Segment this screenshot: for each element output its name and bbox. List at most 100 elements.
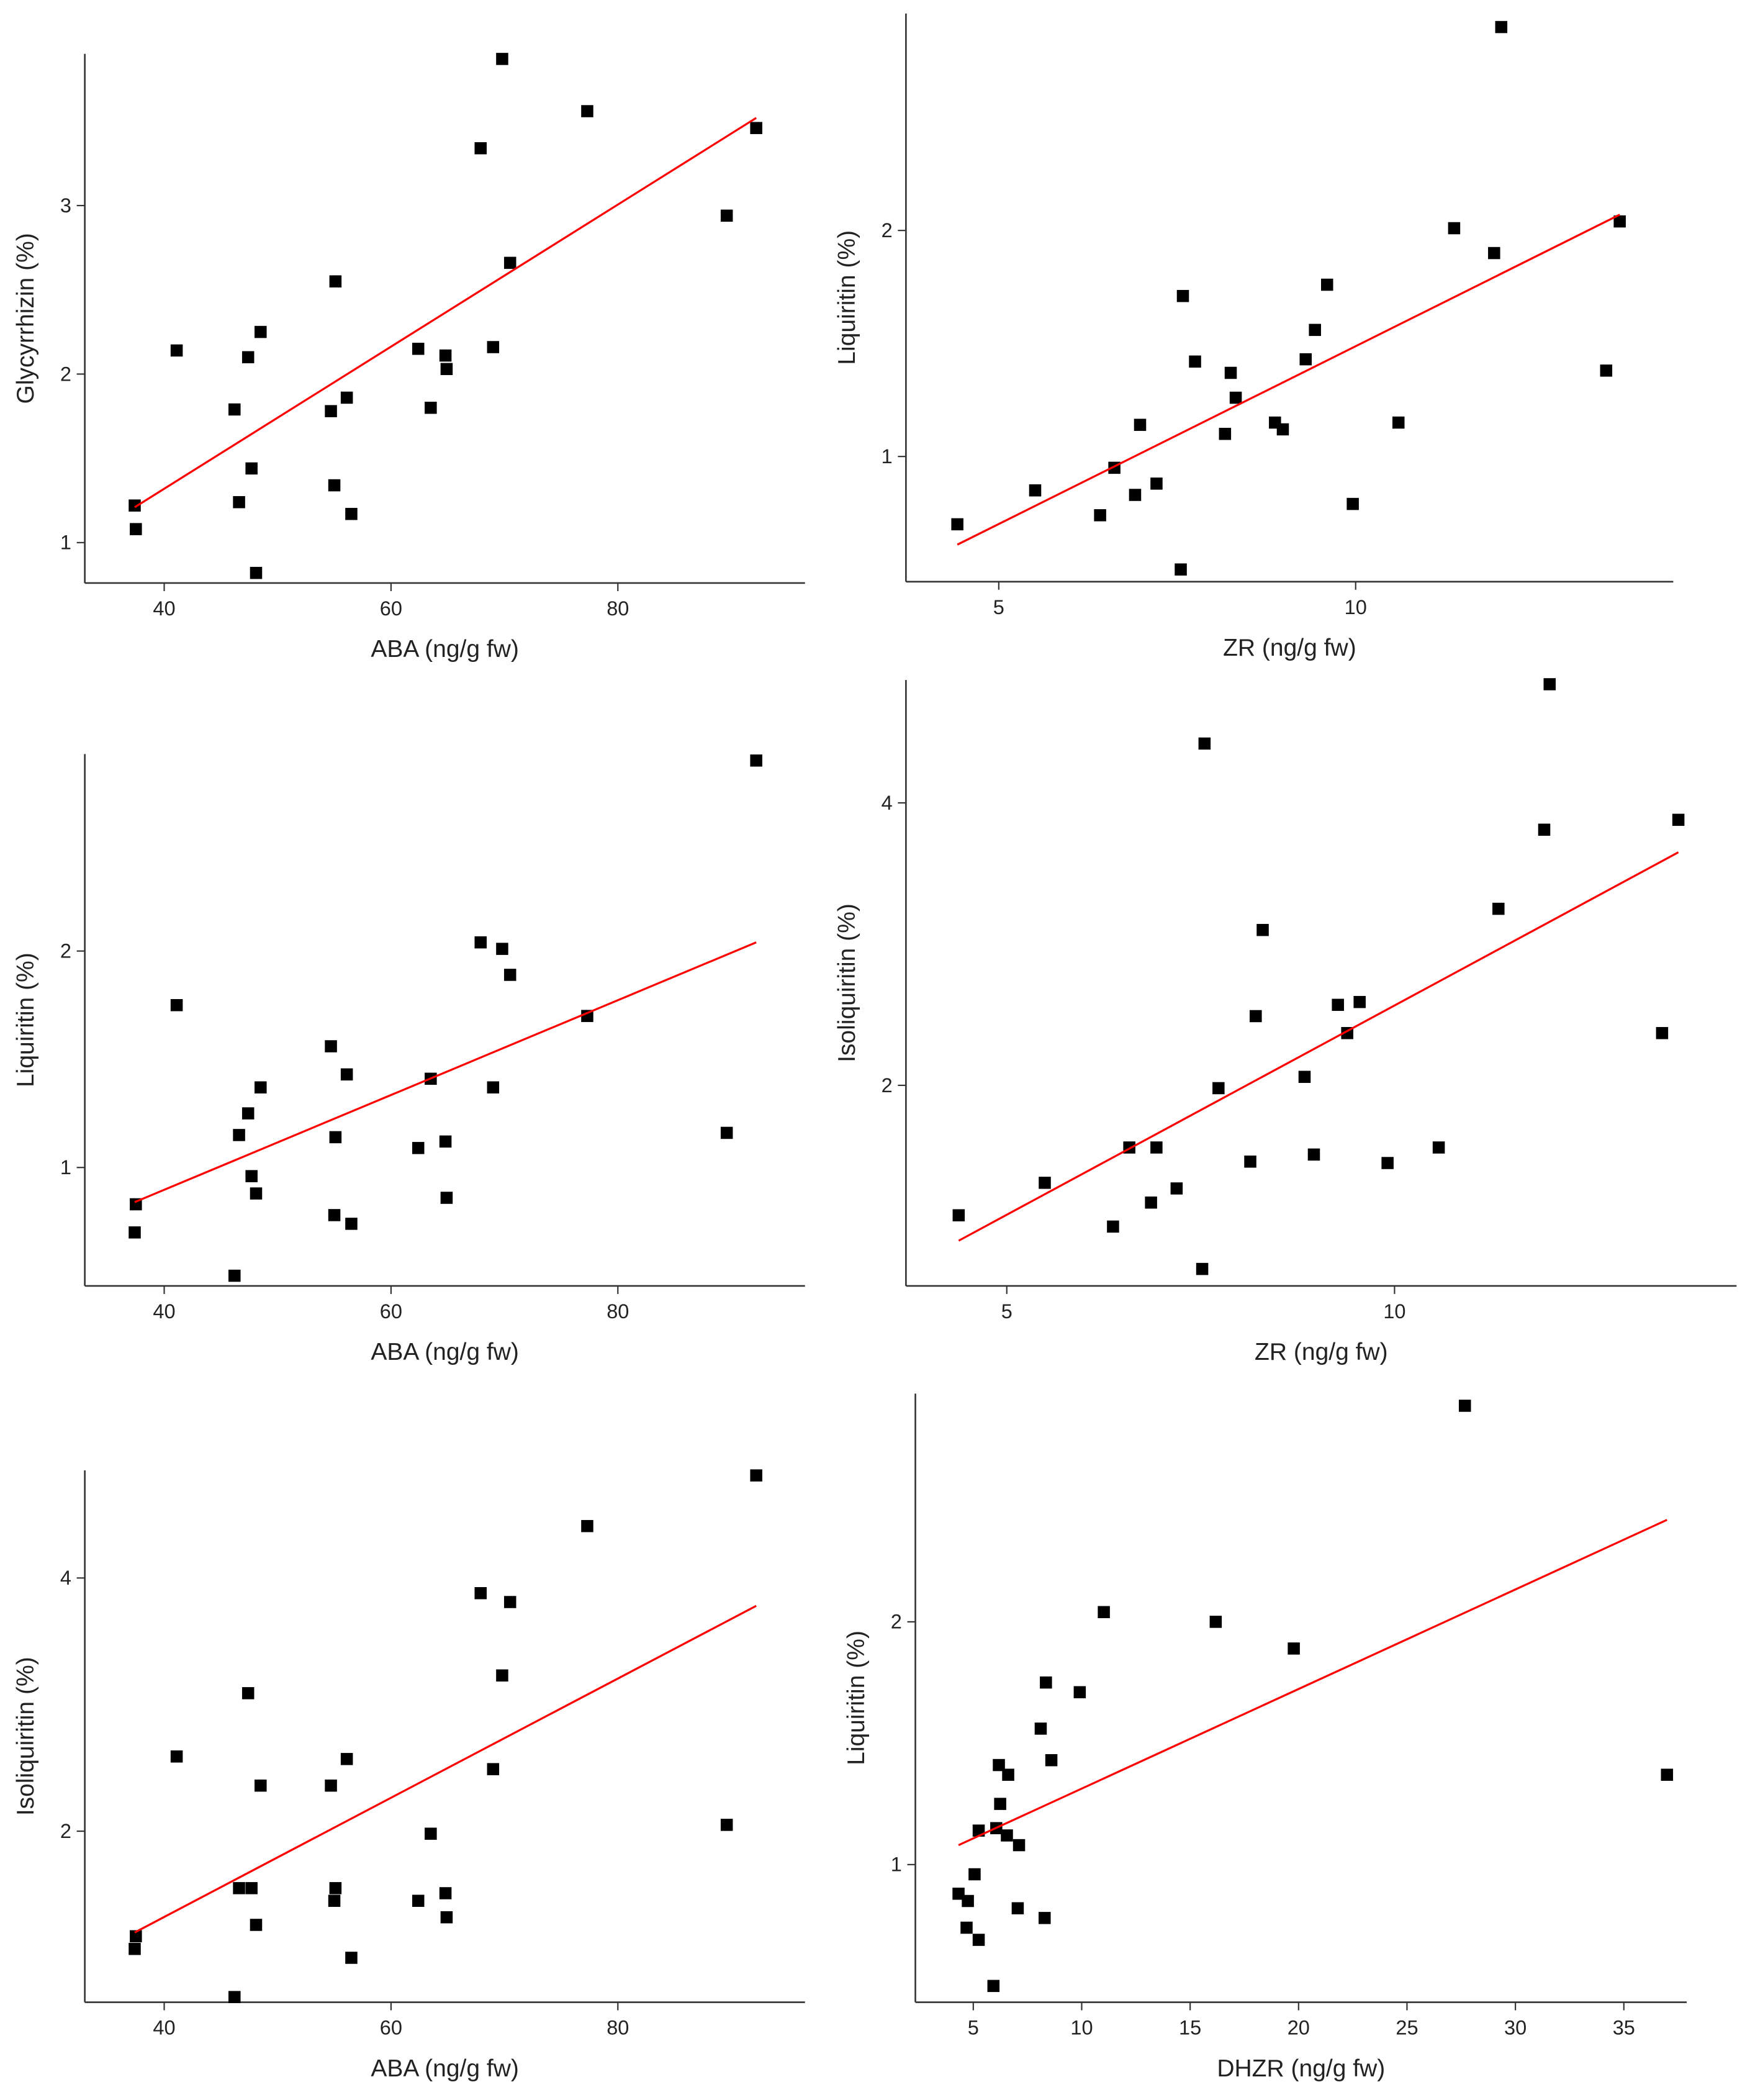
data-point [581, 105, 593, 117]
data-point [1045, 1754, 1058, 1767]
data-point [1309, 324, 1321, 337]
x-tick-label: 40 [153, 1300, 175, 1323]
data-point [129, 1942, 141, 1955]
y-tick-label: 1 [60, 532, 71, 554]
data-point [255, 1779, 267, 1792]
x-axis-label: ABA (ng/g fw) [371, 1339, 519, 1365]
data-point [245, 1882, 258, 1894]
data-point [250, 1187, 263, 1200]
data-point [1392, 416, 1405, 429]
data-point [233, 1882, 245, 1894]
data-point [425, 401, 437, 414]
data-point [1672, 813, 1685, 826]
data-point [993, 1758, 1005, 1772]
x-tick-label: 10 [1070, 2017, 1093, 2039]
data-point [328, 479, 341, 492]
x-tick-label: 15 [1179, 2017, 1201, 2039]
data-point [1250, 1010, 1262, 1023]
data-point [439, 1135, 452, 1148]
data-point [1107, 1220, 1119, 1233]
data-point [255, 1081, 267, 1093]
data-point [228, 1991, 241, 2003]
data-point [1219, 427, 1232, 440]
x-axis-label: ABA (ng/g fw) [371, 636, 519, 663]
data-point [1224, 366, 1237, 379]
x-tick-label: 5 [968, 2017, 979, 2039]
data-point [440, 1192, 453, 1204]
y-tick-label: 4 [60, 1567, 71, 1589]
data-point [994, 1798, 1006, 1810]
data-point [1492, 902, 1505, 915]
x-tick-label: 80 [607, 1300, 629, 1323]
data-point [440, 363, 453, 376]
trend-line [958, 851, 1679, 1242]
data-point [325, 405, 337, 417]
data-point [245, 462, 258, 475]
data-point [1488, 247, 1500, 260]
data-point [503, 969, 516, 981]
data-point [960, 1921, 973, 1934]
data-point [329, 1131, 342, 1144]
data-point [1039, 1177, 1051, 1189]
data-point [1299, 353, 1312, 366]
trend-line [957, 214, 1620, 546]
data-point [1189, 355, 1201, 368]
data-point [1346, 497, 1359, 510]
data-point [245, 1170, 258, 1182]
data-point [233, 1129, 245, 1141]
data-point [720, 1126, 733, 1139]
data-point [1040, 1676, 1052, 1689]
data-point [328, 1209, 341, 1221]
y-tick-label: 2 [60, 939, 71, 962]
data-point [130, 523, 142, 535]
x-axis-label: ZR (ng/g fw) [1223, 635, 1356, 661]
data-point [1307, 1148, 1320, 1161]
data-point [228, 403, 241, 416]
data-point [1150, 477, 1163, 490]
data-point [1298, 1070, 1311, 1084]
data-point [345, 1218, 358, 1230]
data-point [255, 325, 267, 338]
data-point [474, 142, 487, 155]
data-point [340, 1753, 353, 1765]
y-tick-label: 2 [60, 1820, 71, 1842]
trend-line [958, 1519, 1667, 1847]
x-axis-label: DHZR (ng/g fw) [1217, 2055, 1385, 2082]
x-tick-label: 40 [153, 2017, 175, 2039]
data-point [1002, 1768, 1014, 1781]
data-point [750, 1469, 762, 1482]
x-tick-label: 80 [607, 2017, 629, 2039]
data-point [1170, 1182, 1183, 1195]
data-point [1661, 1768, 1674, 1781]
data-point [1145, 1196, 1157, 1209]
y-axis-label: Glycyrrhizin (%) [12, 233, 39, 404]
data-point [233, 496, 245, 509]
y-axis-label: Liquiritin (%) [12, 953, 39, 1087]
data-point [241, 351, 255, 364]
x-tick-label: 30 [1504, 2017, 1527, 2039]
data-point [1150, 1141, 1163, 1154]
data-point [228, 1269, 241, 1282]
data-point [1034, 1722, 1047, 1735]
data-point [1196, 1262, 1209, 1275]
y-axis-label: Isoliquiritin (%) [834, 903, 860, 1062]
y-tick-label: 2 [882, 219, 893, 242]
data-point [750, 122, 762, 134]
data-point [972, 1934, 985, 1946]
data-point [345, 507, 358, 520]
x-tick-label: 60 [380, 597, 402, 620]
data-point [1332, 998, 1344, 1012]
data-point [1495, 20, 1508, 34]
data-point [1209, 1616, 1222, 1628]
data-point [1038, 1912, 1051, 1924]
data-point [952, 1888, 965, 1900]
data-point [1134, 419, 1147, 431]
data-point [1276, 423, 1289, 436]
data-point [1244, 1155, 1256, 1168]
data-point [1353, 995, 1366, 1008]
data-point [987, 1980, 1000, 1993]
data-point [1098, 1606, 1110, 1619]
y-tick-label: 1 [891, 1853, 902, 1876]
data-point [968, 1868, 981, 1881]
